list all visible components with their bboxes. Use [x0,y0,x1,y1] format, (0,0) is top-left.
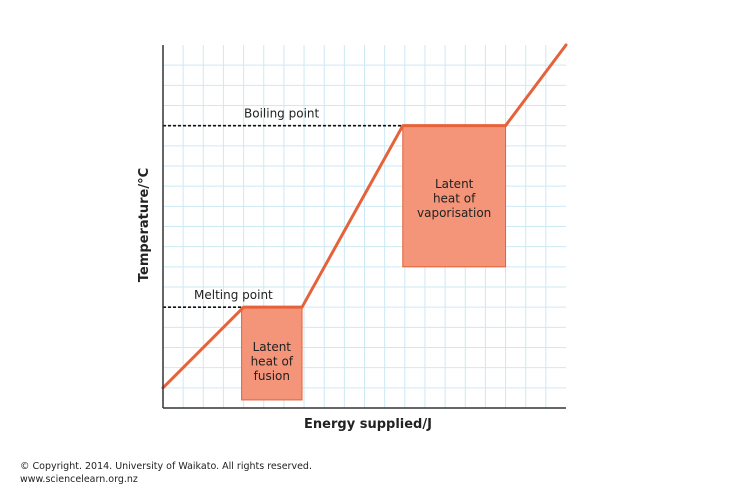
website-text: www.sciencelearn.org.nz [20,474,138,485]
series-layer [161,43,568,390]
latent-heat-of-vaporisation-label-line: heat of [433,192,476,206]
y-axis-title: Temperature/°C [137,168,152,282]
latent-heat-of-vaporisation-label-line: vaporisation [417,206,491,220]
latent-heat-of-vaporisation-label: Latent heat of vaporisation [417,177,491,220]
latent-heat-of-fusion-box [241,306,303,401]
latent-heat-of-vaporisation-box [402,125,507,268]
heating-curve-line [161,43,568,390]
latent-heat-of-vaporisation-label-line: Latent [435,177,474,191]
copyright-text: © Copyright. 2014. University of Waikato… [20,461,312,472]
latent-heat-of-fusion-label-line: fusion [254,369,290,383]
latent-heat-of-fusion-label-line: Latent [253,340,292,354]
axes [162,45,566,409]
melting-point-label: Melting point [194,288,273,302]
reference-lines: Melting point Boiling point [163,107,403,308]
boiling-point-label: Boiling point [244,107,320,121]
latent-heat-of-fusion-label-line: heat of [251,355,294,369]
latent-heat-of-fusion-label: Latent heat of fusion [251,340,294,383]
x-axis-title: Energy supplied/J [304,417,432,432]
